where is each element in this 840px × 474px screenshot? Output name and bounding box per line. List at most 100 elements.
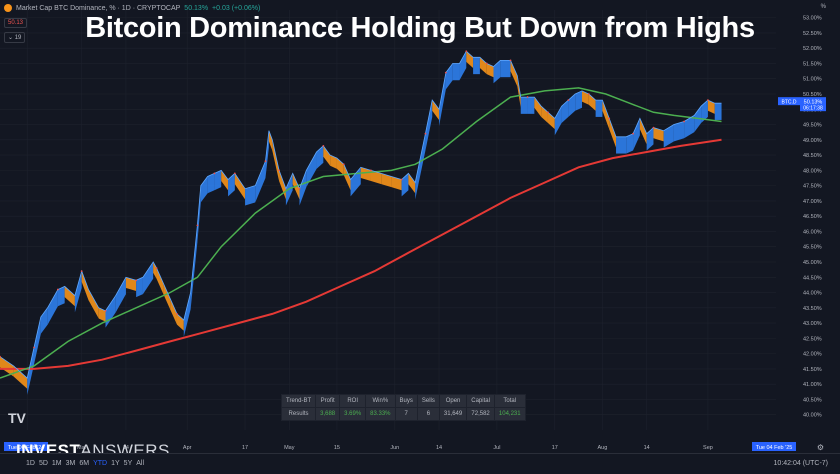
interval-pill[interactable]: ⌄ 19 (4, 32, 26, 43)
y-tick-label-22: 51.00% (803, 77, 822, 83)
price-band-segment-17 (153, 262, 157, 279)
price-band-segment-64 (493, 60, 501, 84)
range-1d[interactable]: 1D (26, 460, 35, 467)
price-band-segment-39 (299, 170, 307, 206)
stats-header-1: Profit (315, 394, 341, 408)
headline: Bitcoin Dominance Holding But Down from … (85, 12, 755, 44)
price-band-segment-42 (323, 145, 331, 166)
price-band-segment-82 (616, 136, 627, 154)
price-marker-33 (264, 160, 267, 163)
price-band-segment-28 (221, 170, 229, 191)
price-marker-0 (0, 355, 1, 358)
price-band-segment-75 (568, 94, 576, 117)
backtest-stats-table: Trend-BT Profit ROI Win% Buys Sells Open Capita… (280, 394, 526, 421)
price-band-segment-14 (125, 277, 137, 292)
price-marker-69 (526, 96, 529, 98)
price-band-segment-40 (306, 152, 317, 188)
range-3m[interactable]: 3M (65, 460, 76, 467)
price-band-segment-11 (98, 307, 106, 322)
x-tick-label-11: Aug (598, 445, 608, 451)
price-band-segment-53 (415, 133, 426, 200)
y-tick-label-0: 40.00% (803, 413, 822, 419)
price-band-segment-3 (34, 316, 41, 365)
price-band-segment-69 (527, 97, 535, 114)
price-band-segment-92 (701, 100, 708, 124)
price-band-segment-26 (207, 173, 215, 194)
price-marker-57 (444, 71, 447, 74)
price-marker-9 (80, 270, 83, 273)
price-tag: BTC.D 50.13%06:17:38 (778, 97, 826, 112)
price-band-segment-93 (707, 100, 715, 114)
stats-value-7: 72,582 (466, 407, 495, 421)
stats-values-row: Results 3,688 3.69% 83.33% 7 6 31,649 72,582 104… (280, 407, 526, 421)
price-band-segment-13 (115, 277, 126, 313)
price-band-segment-2 (27, 347, 35, 395)
x-tick-label-12: 14 (644, 445, 650, 451)
price-marker-27 (213, 172, 216, 175)
price-band-segment-7 (64, 286, 75, 307)
y-tick-label-21: 50.50% (803, 92, 822, 98)
stats-header-6: Open (438, 394, 468, 408)
price-marker-48 (370, 169, 372, 172)
price-band-segment-50 (391, 176, 402, 191)
y-tick-label-1: 40.50% (803, 397, 822, 403)
stats-header-5: Sells (416, 394, 440, 408)
x-axis: 14Mar14Apr17May15Jun14Jul17Aug14SepTue 0… (4, 442, 796, 451)
price-marker-66 (509, 59, 512, 62)
price-marker-45 (342, 163, 345, 166)
range-6m[interactable]: 6M (79, 460, 90, 467)
price-band-segment-48 (370, 170, 382, 185)
y-tick-label-3: 41.50% (803, 367, 822, 373)
y-tick-label-24: 52.00% (803, 46, 822, 52)
price-band-segment-88 (663, 124, 674, 148)
symbol-header[interactable]: Market Cap BTC Dominance, % · 1D · CRYPT… (4, 4, 260, 12)
y-tick-label-12: 46.00% (803, 229, 822, 235)
price-band-segment-57 (445, 63, 453, 90)
range-5y[interactable]: 5Y (123, 460, 133, 467)
price-band-segment-41 (316, 145, 324, 169)
stats-value-0: Results (280, 407, 317, 421)
chart-grid (0, 10, 776, 430)
price-band-segment-47 (360, 167, 371, 182)
y-tick-label-15: 47.50% (803, 184, 822, 190)
range-5d[interactable]: 5D (38, 460, 48, 467)
ticker-tag-countdown: 06:17:38 (803, 106, 823, 112)
gear-icon[interactable]: ⚙ (816, 443, 824, 452)
x-tick-label-9: Jul (493, 445, 500, 451)
price-band-segment-15 (136, 277, 143, 298)
y-tick-label-18: 49.00% (803, 138, 822, 144)
stats-value-6: 31,649 (438, 407, 468, 421)
price-marker-30 (233, 172, 236, 175)
price-marker-24 (196, 224, 199, 227)
price-pill[interactable]: 50.13 (4, 18, 28, 28)
range-all[interactable]: All (136, 460, 145, 467)
price-band-segment-16 (142, 262, 154, 295)
y-tick-label-5: 42.50% (803, 336, 822, 342)
y-tick-label-2: 41.00% (803, 382, 822, 388)
price-band-segment-55 (432, 100, 440, 120)
range-1y[interactable]: 1Y (111, 460, 120, 467)
price-marker-6 (56, 288, 59, 291)
price-band-segment-5 (47, 289, 58, 325)
price-band-segment-8 (74, 271, 82, 313)
price-marker-3 (33, 346, 35, 349)
x-tick-label-2: 14 (123, 445, 129, 451)
interval-value: 19 (14, 35, 22, 41)
price-band-segment-65 (500, 60, 511, 78)
percent-scale-button[interactable]: % (820, 4, 826, 10)
range-ytd[interactable]: YTD (93, 460, 108, 467)
price-marker-51 (400, 178, 403, 181)
price-band-segment-59 (459, 51, 467, 81)
price-band-segment-9 (81, 271, 89, 301)
price-marker-72 (547, 111, 549, 114)
price-band-segment-77 (582, 90, 589, 105)
price-band-segment-73 (554, 106, 562, 136)
x-tick-label-3: Apr (183, 445, 192, 451)
price-band-segment-52 (408, 173, 416, 194)
y-tick-label-8: 44.00% (803, 291, 822, 297)
price-band-segment-89 (673, 121, 685, 142)
date-pill-right (752, 442, 796, 451)
range-1m[interactable]: 1M (51, 460, 62, 467)
price-band-segment-81 (609, 118, 617, 148)
